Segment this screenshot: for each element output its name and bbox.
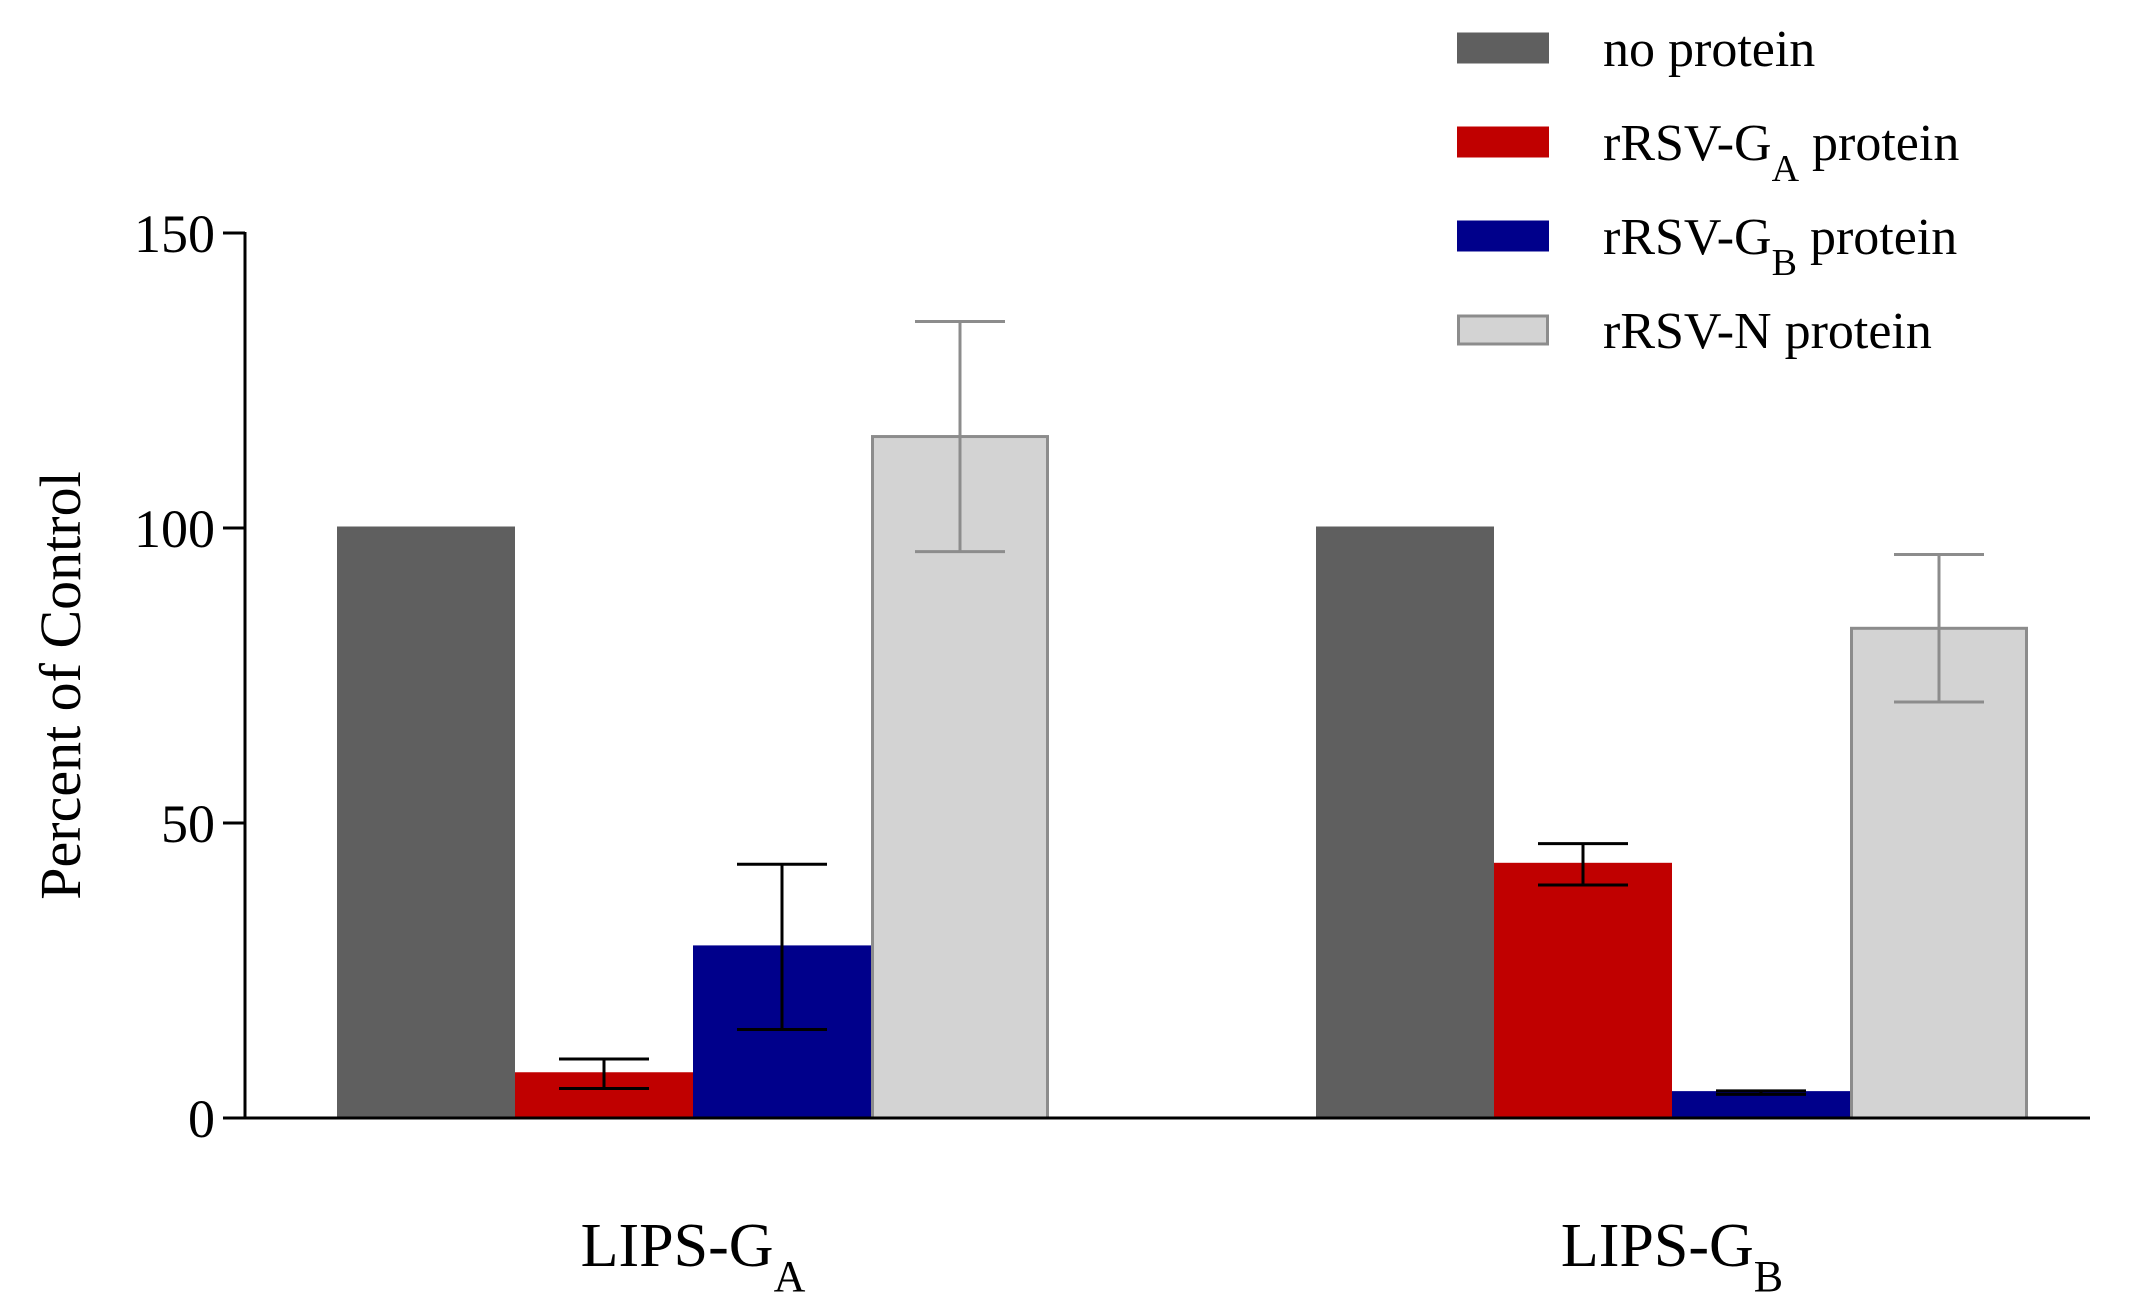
y-tick-label-3-part-0: 150 <box>134 204 215 264</box>
error-bars-layer <box>559 320 1984 1096</box>
legend-label-1-part-1: A <box>1772 148 1800 190</box>
legend-swatch-2 <box>1457 220 1549 252</box>
x-category-label-0-part-0: LIPS-G <box>581 1212 774 1280</box>
legend-swatch-3 <box>1457 314 1549 346</box>
y-tick-label-1-part-0: 50 <box>161 794 215 854</box>
x-category-label-0-part-1: A <box>774 1252 806 1301</box>
legend-label-2-part-2: protein <box>1797 209 1957 266</box>
bar-s0-c1 <box>1316 526 1494 1120</box>
x-category-label-1-part-0: LIPS-G <box>1561 1212 1754 1280</box>
y-axis-title: Percent of Control <box>28 471 93 899</box>
legend-label-1-part-2: protein <box>1799 115 1959 172</box>
legend-label-1-part-0: rRSV-G <box>1603 115 1772 172</box>
bar-s0-c0 <box>337 526 515 1120</box>
y-tick-label-1: 50 <box>161 794 215 854</box>
x-category-label-1: LIPS-GB <box>1561 1212 1783 1301</box>
bars-layer <box>337 435 2028 1120</box>
y-tick-label-0-part-0: 0 <box>188 1089 215 1149</box>
y-tick-label-2: 100 <box>134 499 215 559</box>
y-tick-label-0: 0 <box>188 1089 215 1149</box>
bar-s1-c1 <box>1494 862 1672 1120</box>
legend-label-3-part-2: protein <box>1772 303 1932 360</box>
legend-label-3: rRSV-N protein <box>1603 303 1932 360</box>
x-category-label-0: LIPS-GA <box>581 1212 806 1301</box>
legend-label-2: rRSV-GB protein <box>1603 209 1957 284</box>
bar-s3-c1 <box>1850 626 2028 1120</box>
y-tick-label-2-part-0: 100 <box>134 499 215 559</box>
legend-swatch-0 <box>1457 32 1549 64</box>
x-category-label-1-part-1: B <box>1754 1252 1783 1301</box>
legend-label-2-part-1: B <box>1772 242 1797 284</box>
legend-swatch-1 <box>1457 126 1549 158</box>
legend-label-0-part-0: no protein <box>1603 21 1815 78</box>
y-tick-label-3: 150 <box>134 204 215 264</box>
bar-s2-c1 <box>1672 1091 1850 1120</box>
axes-layer <box>223 231 2090 1120</box>
legend-label-2-part-0: rRSV-G <box>1603 209 1772 266</box>
legend-label-0: no protein <box>1603 21 1815 78</box>
legend-label-3-part-0: rRSV-N <box>1603 303 1772 360</box>
legend-label-1: rRSV-GA protein <box>1603 115 1959 190</box>
